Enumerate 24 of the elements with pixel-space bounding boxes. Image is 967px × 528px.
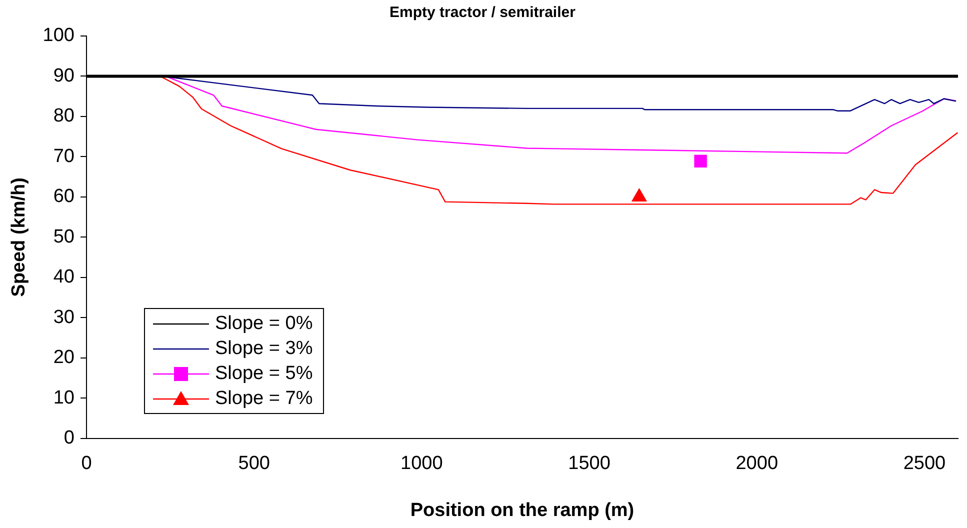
- x-tick-label: 1000: [400, 453, 443, 474]
- x-axis-title: Position on the ramp (m): [410, 500, 634, 521]
- legend-label: Slope = 3%: [215, 337, 313, 361]
- x-tick-label: 2000: [736, 453, 778, 474]
- chart-title: Empty tractor / semitrailer: [390, 4, 576, 22]
- legend-label: Slope = 0%: [215, 312, 313, 336]
- y-tick-label: 40: [53, 266, 74, 288]
- y-tick-label: 70: [53, 146, 74, 167]
- legend-label: Slope = 7%: [215, 387, 313, 411]
- y-tick-label: 20: [53, 347, 74, 368]
- y-tick-label: 60: [53, 186, 74, 208]
- y-tick-label: 90: [53, 65, 74, 86]
- x-tick-label: 500: [238, 453, 270, 474]
- legend-label: Slope = 5%: [215, 362, 313, 386]
- x-tick-label: 1500: [568, 453, 610, 474]
- y-tick-label: 100: [42, 25, 74, 46]
- y-axis-title: Speed (km/h): [8, 178, 30, 297]
- y-tick-label: 30: [53, 306, 74, 328]
- y-tick-label: 50: [53, 226, 74, 248]
- y-tick-label: 10: [53, 387, 74, 408]
- x-tick-label: 0: [81, 453, 92, 474]
- y-tick-label: 80: [53, 106, 74, 127]
- y-tick-label: 0: [64, 428, 74, 449]
- x-tick-label: 2500: [903, 453, 946, 474]
